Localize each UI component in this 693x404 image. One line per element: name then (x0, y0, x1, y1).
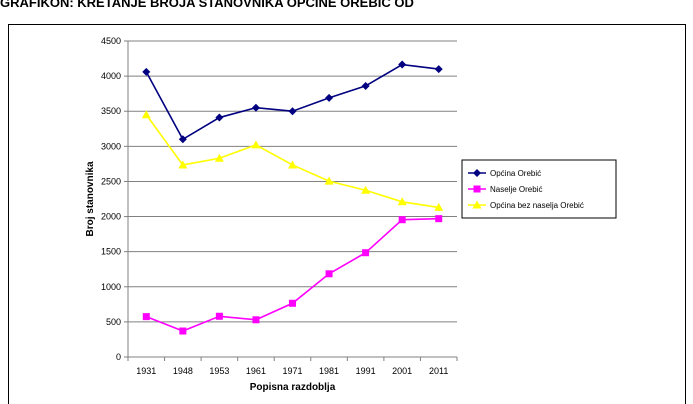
chart-frame (8, 24, 686, 404)
data-point (361, 81, 370, 90)
legend-label: Općina Orebić (490, 169, 541, 178)
data-point (325, 270, 333, 278)
x-axis-label: Popisna razdoblja (250, 382, 336, 393)
x-tick-label: 1961 (246, 366, 266, 376)
data-point (434, 65, 443, 74)
data-point (362, 249, 370, 257)
data-point (142, 313, 150, 321)
y-tick-label: 2500 (101, 176, 121, 186)
gridlines (124, 40, 457, 358)
legend-label: Naselje Orebić (490, 185, 542, 194)
data-point (251, 140, 261, 149)
x-tick-label: 1981 (319, 366, 339, 376)
y-tick-label: 1500 (101, 247, 121, 257)
data-point (398, 216, 406, 224)
legend-swatch-marker (472, 200, 482, 209)
data-point (141, 110, 151, 119)
legend-item: Naselje Orebić (468, 185, 542, 194)
data-point (178, 160, 188, 169)
data-point (325, 93, 334, 102)
x-tick-label: 1991 (356, 366, 376, 376)
data-point (215, 312, 223, 320)
y-tick-label: 2000 (101, 212, 121, 222)
x-tick-label: 1931 (136, 366, 156, 376)
x-tick-labels: 1931 1948 1953 1961 1971 1981 1991 2001 2011 (127, 357, 458, 376)
data-point (142, 67, 151, 76)
legend-item: Općina Orebić (468, 169, 541, 178)
legend-swatch-marker (473, 169, 481, 177)
data-point (398, 60, 407, 69)
x-tick-label: 1971 (282, 366, 302, 376)
data-point (178, 135, 187, 144)
data-point (215, 113, 224, 122)
y-tick-label: 1000 (101, 282, 121, 292)
data-point (288, 160, 297, 169)
legend-item: Općina bez naselja Orebić (468, 200, 584, 210)
data-point (397, 197, 407, 206)
data-point (251, 103, 260, 112)
data-point (179, 327, 187, 335)
page-title: GRAFIKON: KRETANJE BROJA STANOVNIKA OPĆI… (0, 0, 414, 10)
data-point (252, 316, 260, 324)
y-tick-label: 3000 (101, 141, 121, 151)
data-point (214, 153, 224, 162)
series (142, 60, 443, 144)
series-group (141, 60, 444, 335)
y-tick-label: 500 (106, 317, 121, 327)
x-tick-label: 2001 (392, 366, 412, 376)
legend: Općina Orebić Naselje Orebić Općina bez na… (461, 159, 617, 219)
y-tick-labels: 0 500 1000 1500 2000 2500 3000 3500 4000 4500 (101, 36, 121, 362)
data-point (361, 185, 371, 194)
x-tick-label: 1953 (209, 366, 229, 376)
y-axis-label: Broj stanovnika (85, 161, 96, 236)
series (142, 215, 443, 335)
series-line (145, 217, 439, 332)
y-tick-label: 4500 (101, 36, 121, 46)
data-point (324, 176, 334, 185)
x-tick-label: 2011 (429, 366, 448, 376)
y-tick-label: 4000 (101, 71, 121, 81)
x-tick-label: 1948 (173, 366, 193, 376)
series (141, 110, 444, 211)
y-tick-label: 3500 (101, 106, 121, 116)
data-point (435, 215, 443, 223)
y-tick-label: 0 (116, 352, 121, 362)
legend-label: Općina bez naselja Orebić (490, 201, 584, 210)
legend-box (461, 159, 617, 219)
data-point (289, 299, 296, 307)
data-point (434, 202, 444, 211)
legend-swatch-marker (473, 185, 481, 193)
data-point (288, 107, 297, 116)
